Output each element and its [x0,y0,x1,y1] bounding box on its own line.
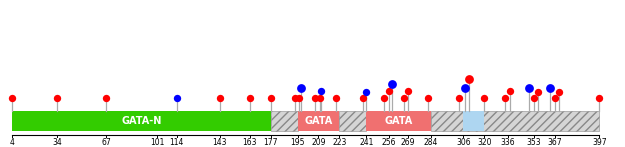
Text: 336: 336 [501,138,516,147]
Point [529,96,539,99]
Text: 177: 177 [263,138,278,147]
Point [101,96,111,99]
Text: 209: 209 [311,138,326,147]
Text: 163: 163 [242,138,257,147]
Text: 195: 195 [290,138,305,147]
Text: 306: 306 [456,138,471,147]
Point [554,91,564,93]
Point [422,96,432,99]
Point [479,96,489,99]
Point [505,90,515,92]
Text: 269: 269 [401,138,416,147]
Point [379,96,389,99]
Point [171,96,181,99]
Point [361,91,371,93]
Bar [366,111,431,131]
Point [594,96,604,99]
Point [387,83,397,85]
Bar [339,111,366,131]
Text: 114: 114 [169,138,184,147]
Text: 241: 241 [359,138,374,147]
Point [454,96,464,99]
Point [294,96,304,99]
Point [215,96,225,99]
Point [403,90,413,92]
Point [311,96,321,99]
Point [315,96,325,99]
Text: GATA-N: GATA-N [121,116,162,126]
Point [384,90,394,92]
Point [316,90,326,92]
Point [549,96,559,99]
Text: GATA: GATA [384,116,412,126]
Point [331,96,341,99]
Text: 353: 353 [526,138,541,147]
Point [399,96,409,99]
Bar [12,111,271,131]
Text: 284: 284 [423,138,438,147]
Bar [298,111,339,131]
Point [500,96,510,99]
Text: 223: 223 [332,138,347,147]
Text: 67: 67 [101,138,111,147]
Text: 256: 256 [381,138,396,147]
Point [358,96,368,99]
Text: 367: 367 [548,138,562,147]
Text: 143: 143 [213,138,227,147]
Point [296,87,306,89]
Text: 4: 4 [10,138,14,147]
Text: GATA: GATA [304,116,332,126]
Point [266,96,276,99]
Point [545,87,555,89]
Bar [463,111,484,131]
Bar [12,116,599,126]
Point [52,96,62,99]
Point [524,87,534,89]
Text: 34: 34 [52,138,62,147]
Text: 101: 101 [150,138,164,147]
Point [460,87,470,89]
Point [245,96,255,99]
Bar [271,111,298,131]
Text: 397: 397 [592,138,607,147]
Point [8,96,18,99]
Bar [431,111,599,131]
Point [464,77,474,80]
Point [289,96,299,99]
Text: 320: 320 [477,138,491,147]
Point [533,91,543,93]
